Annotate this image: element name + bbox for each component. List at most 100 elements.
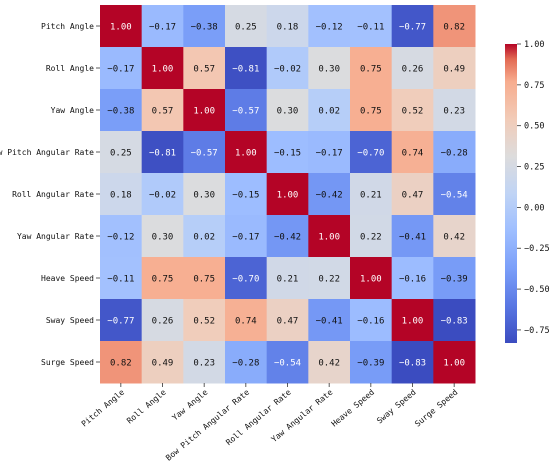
cell-value-label: −0.02: [149, 191, 176, 201]
cell-value-label: 0.23: [193, 359, 215, 369]
y-tick-label: Yaw Angle: [51, 106, 95, 115]
heatmap-cell: [308, 173, 351, 216]
cell-value-label: 0.52: [402, 107, 424, 117]
cell-value-label: 0.74: [235, 317, 257, 327]
heatmap-cell: [225, 47, 268, 90]
cell-value-label: −0.83: [399, 359, 426, 369]
cell-value-label: −0.39: [357, 359, 384, 369]
y-tick-labels: Pitch Angle Roll Angle Yaw Angle Bow Pitch …: [0, 22, 100, 367]
cell-value-label: −0.28: [232, 359, 259, 369]
cell-value-label: −0.77: [399, 23, 426, 33]
heatmap-cell: [350, 257, 393, 300]
cell-value-label: 0.47: [402, 191, 424, 201]
heatmap-cell: [183, 131, 226, 174]
cell-value-label: −0.17: [107, 65, 134, 75]
x-tick-label: Bow Pitch Angular Rate: [164, 388, 251, 463]
y-tick-label: Sway Speed: [46, 316, 94, 325]
cell-value-label: −0.12: [316, 23, 343, 33]
heatmap-cell: [183, 215, 226, 258]
colorbar-tick-label: −0.75: [524, 326, 550, 336]
cell-value-label: −0.81: [149, 149, 176, 159]
heatmap-cell: [308, 215, 351, 258]
heatmap-cell: [391, 47, 434, 90]
cell-value-label: 0.57: [193, 65, 215, 75]
heatmap-cell: [308, 257, 351, 300]
heatmap-cell: [308, 5, 351, 48]
heatmap-cell: [183, 257, 226, 300]
cell-value-label: 0.30: [318, 65, 340, 75]
colorbar-tick-label: 1.00: [524, 40, 544, 50]
cell-value-label: 0.75: [360, 107, 382, 117]
heatmap-cell: [350, 5, 393, 48]
x-tick-label: Pitch Angle: [80, 388, 127, 429]
cell-value-label: −0.38: [107, 107, 134, 117]
cell-value-label: −0.41: [316, 317, 343, 327]
heatmap-cell: [100, 215, 143, 258]
cell-value-label: 0.22: [360, 233, 382, 243]
x-tick-label: Yaw Angle: [170, 388, 209, 423]
heatmap-cell: [266, 257, 309, 300]
heatmap-cell: [308, 47, 351, 90]
heatmap-cell: [266, 47, 309, 90]
heatmap-cell: [350, 89, 393, 132]
heatmap-cell: [100, 257, 143, 300]
heatmap-cell: [433, 257, 476, 300]
heatmap-cell: [100, 341, 143, 384]
heatmap-cell: [433, 299, 476, 342]
cell-value-label: 0.47: [277, 317, 299, 327]
cell-value-label: −0.02: [274, 65, 301, 75]
cell-value-label: −0.28: [441, 149, 468, 159]
cell-value-label: −0.57: [232, 107, 259, 117]
heatmap-cell: [100, 89, 143, 132]
heatmap-cell: [225, 257, 268, 300]
cell-value-label: −0.15: [274, 149, 301, 159]
cell-value-label: −0.17: [232, 233, 259, 243]
cell-value-label: 0.25: [235, 23, 257, 33]
cell-value-label: −0.57: [191, 149, 218, 159]
heatmap-cell: [433, 89, 476, 132]
heatmap-cell: [433, 173, 476, 216]
cell-value-label: 0.21: [360, 191, 382, 201]
colorbar-tick-label: 0.25: [524, 163, 544, 173]
cell-value-label: 0.21: [277, 275, 299, 285]
heatmap-cell: [141, 299, 184, 342]
cell-value-label: −0.17: [316, 149, 343, 159]
cell-value-label: 0.18: [277, 23, 299, 33]
heatmap-cell: [391, 341, 434, 384]
cell-value-label: 0.75: [360, 65, 382, 75]
heatmap-cell: [308, 89, 351, 132]
heatmap-cell: [433, 47, 476, 90]
heatmap-cell: [141, 173, 184, 216]
cell-value-label: −0.77: [107, 317, 134, 327]
heatmap-cell: [141, 341, 184, 384]
x-tick-label: Heave Speed: [330, 388, 377, 429]
cell-value-label: 0.49: [443, 65, 465, 75]
heatmap-cell: [391, 299, 434, 342]
heatmap-cell: [225, 173, 268, 216]
cell-value-label: 0.25: [110, 149, 132, 159]
colorbar-tick-label: 0.50: [524, 122, 544, 132]
cell-value-label: 1.00: [110, 23, 132, 33]
heatmap-cell: [100, 131, 143, 174]
heatmap-cell: [141, 215, 184, 258]
heatmap-cell: [141, 131, 184, 174]
x-tick-label: Sway Speed: [375, 388, 418, 426]
colorbar: 1.00 0.75 0.50 0.25 0.00 −0.25 −0.50 −0.75: [505, 40, 550, 343]
heatmap-cell: [266, 89, 309, 132]
heatmap-cell: [266, 299, 309, 342]
y-tick-label: Heave Speed: [41, 274, 94, 283]
heatmap-cell: [391, 173, 434, 216]
heatmap-cell: [350, 131, 393, 174]
heatmap-cell: [225, 89, 268, 132]
heatmap-cell: [225, 5, 268, 48]
heatmap-cell: [433, 341, 476, 384]
cell-value-label: 1.00: [152, 65, 174, 75]
heatmap-cell: [183, 47, 226, 90]
cell-value-label: −0.83: [441, 317, 468, 327]
heatmap-cell: [100, 47, 143, 90]
heatmap-cell: [100, 5, 143, 48]
cell-value-label: −0.54: [441, 191, 468, 201]
heatmap-cell: [308, 131, 351, 174]
